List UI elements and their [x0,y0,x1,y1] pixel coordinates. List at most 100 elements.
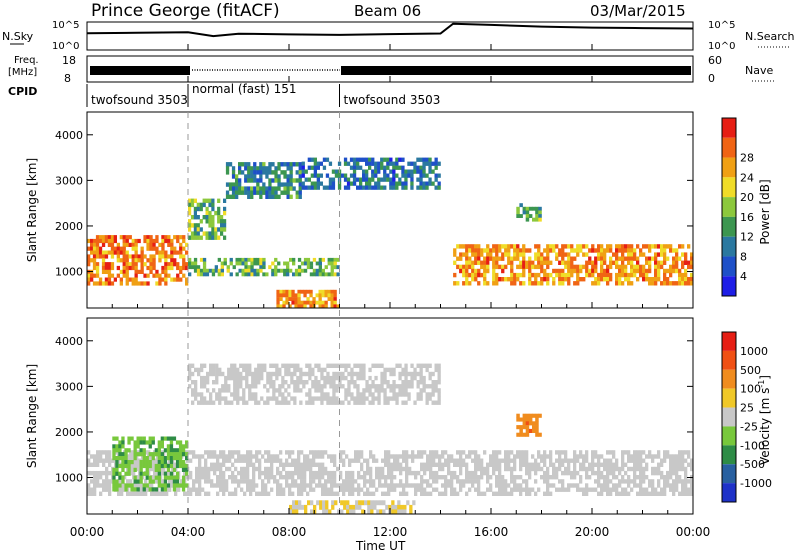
heatmap-cell [350,367,354,373]
heatmap-cell [331,177,336,182]
heatmap-cell [318,289,322,294]
heatmap-cell [291,293,295,298]
heatmap-cell [240,466,244,472]
heatmap-cell [274,272,278,277]
heatmap-cell [600,454,604,459]
heatmap-cell [96,483,100,488]
heatmap-cell [395,161,399,166]
heatmap-cell [516,277,520,282]
heatmap-cell [483,248,487,253]
heatmap-cell [196,265,201,270]
heatmap-cell [139,436,143,441]
heatmap-cell [146,273,150,278]
heatmap-cell [468,248,472,253]
heatmap-cell [209,371,213,377]
heatmap-cell [534,277,538,282]
heatmap-cell [474,454,478,459]
heatmap-cell [172,479,177,484]
heatmap-cell [211,219,215,224]
heatmap-cell [309,466,313,472]
heatmap-cell [164,265,168,271]
heatmap-cell [212,380,216,385]
heatmap-cell [183,470,187,476]
heatmap-cell [87,277,91,282]
heatmap-cell [324,450,328,455]
heatmap-cell [612,454,616,459]
heatmap-cell [223,219,227,224]
heatmap-cell [549,248,553,253]
heatmap-cell [492,260,496,265]
heatmap-cell [232,265,236,270]
heatmap-cell [422,185,426,190]
heatmap-cell [274,186,278,191]
heatmap-cell [172,467,177,472]
heatmap-cell [606,470,610,476]
heatmap-cell [110,254,115,259]
heatmap-cell [419,157,423,162]
heatmap-cell [535,217,539,222]
colorbar-swatch [722,157,736,178]
heatmap-cell [416,396,420,401]
heatmap-cell [416,392,420,397]
heatmap-cell [633,483,637,488]
heatmap-cell [188,219,192,224]
heatmap-cell [335,371,339,377]
heatmap-cell [371,396,375,401]
heatmap-cell [219,462,223,467]
heatmap-cell [130,483,134,488]
heatmap-cell [516,248,520,253]
heatmap-cell [591,466,595,472]
heatmap-cell [283,182,287,187]
heatmap-cell [295,500,299,506]
heatmap-cell [137,258,141,263]
heatmap-cell [238,257,242,262]
heatmap-cell [684,277,688,282]
heatmap-cell [387,483,391,488]
heatmap-cell [315,261,319,266]
heatmap-cell [196,231,200,236]
heatmap-cell [284,388,288,393]
heatmap-cell [582,277,586,282]
heatmap-cell [110,242,115,247]
heatmap-cell [612,475,616,480]
heatmap-cell [120,487,124,492]
heatmap-cell [246,462,250,467]
heatmap-cell [228,458,232,463]
heatmap-cell [332,375,336,381]
heatmap-cell [104,250,109,255]
heatmap-cell [630,252,634,257]
heatmap-cell [173,235,177,240]
heatmap-cell [402,483,406,488]
heatmap-cell [459,268,463,274]
heatmap-cell [615,483,619,488]
heatmap-cell [107,277,112,282]
heatmap-cell [311,384,315,389]
heatmap-cell [308,375,312,381]
heatmap-cell [223,198,227,203]
heatmap-cell [498,470,502,476]
heatmap-cell [261,491,265,496]
heatmap-cell [113,235,117,240]
heatmap-cell [434,157,438,162]
heatmap-cell [675,281,679,286]
heatmap-cell [237,479,241,484]
heatmap-cell [95,238,100,244]
heatmap-cell [300,483,304,488]
heatmap-cell [651,466,655,472]
heatmap-cell [219,479,223,484]
heatmap-cell [112,487,116,492]
heatmap-cell [236,388,240,393]
heatmap-cell [465,272,469,278]
heatmap-cell [306,491,310,496]
heatmap-cell [131,281,135,286]
heatmap-cell [300,479,304,484]
heatmap-cell [329,363,333,368]
heatmap-cell [419,371,423,377]
heatmap-cell [308,371,312,377]
heatmap-cell [543,458,547,463]
colorbar-swatch [722,369,736,389]
heatmap-cell [627,483,631,488]
heatmap-cell [392,165,396,170]
heatmap-cell [344,367,348,373]
heatmap-cell [426,454,430,459]
